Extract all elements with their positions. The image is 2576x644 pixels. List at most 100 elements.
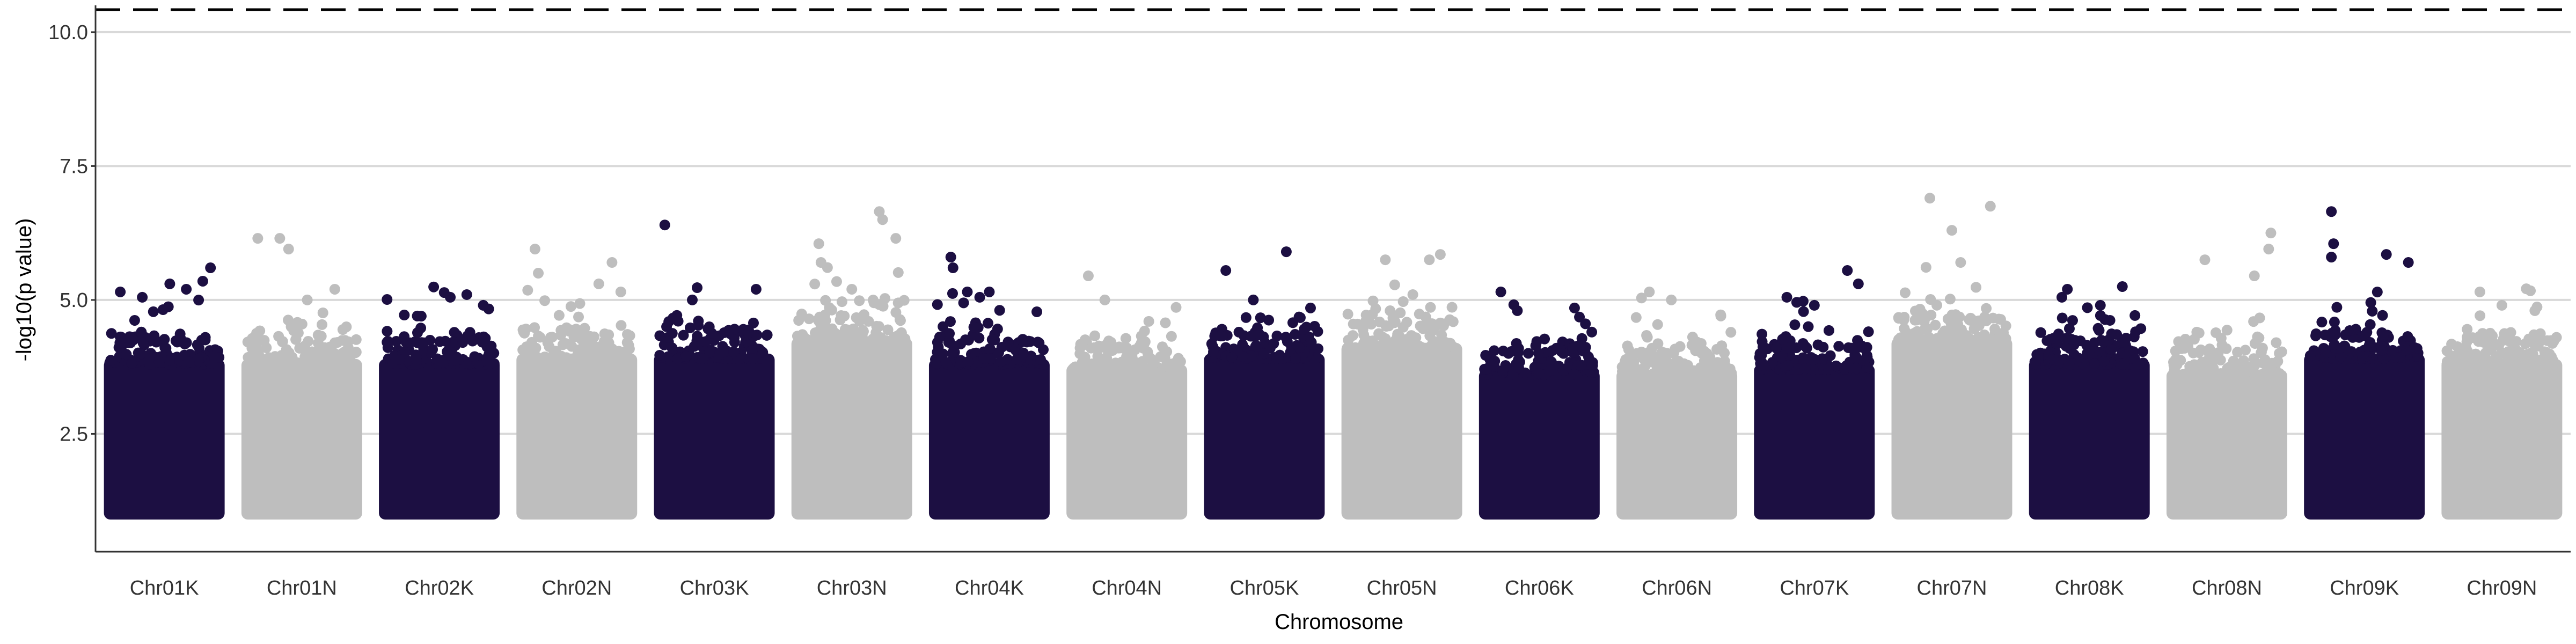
point <box>892 267 904 278</box>
point <box>1631 369 1642 380</box>
point <box>833 330 844 341</box>
point <box>449 327 460 338</box>
gridlines <box>96 31 2571 435</box>
point <box>1690 345 1701 356</box>
point <box>1511 338 1522 349</box>
peak-point <box>890 233 902 244</box>
point <box>835 314 846 325</box>
point <box>693 316 704 327</box>
point <box>689 341 700 352</box>
point <box>114 337 126 348</box>
point <box>599 328 610 339</box>
point <box>1990 334 2001 346</box>
point <box>692 331 703 342</box>
point <box>469 351 480 362</box>
point <box>1850 363 1862 374</box>
peak-point <box>2496 299 2507 311</box>
point <box>1160 317 1171 328</box>
point <box>2180 334 2191 345</box>
x-tick-label-Chr01K: Chr01K <box>130 577 199 599</box>
x-tick-label-Chr08N: Chr08N <box>2192 577 2262 599</box>
point <box>1432 319 1443 331</box>
point <box>568 332 580 343</box>
point <box>1444 314 1455 325</box>
point <box>2168 360 2179 371</box>
point <box>1716 340 1728 352</box>
peak-point <box>874 206 885 217</box>
point <box>1909 327 1920 339</box>
chromosome-points-Chr02N <box>516 244 638 520</box>
peak-point <box>1495 286 1506 297</box>
point <box>1159 353 1170 364</box>
point <box>2066 334 2077 345</box>
point <box>192 339 203 350</box>
point <box>1481 363 1492 375</box>
point <box>895 315 906 326</box>
point <box>1636 292 1647 304</box>
point <box>159 334 170 345</box>
point <box>1691 336 1702 348</box>
peak-point <box>115 286 126 297</box>
point <box>1389 279 1400 290</box>
point <box>1290 329 1301 340</box>
point <box>574 298 586 309</box>
point <box>2537 358 2549 369</box>
point <box>892 297 904 309</box>
point <box>193 353 204 364</box>
point <box>858 334 869 345</box>
point <box>1075 339 1086 350</box>
peak-point <box>412 310 423 321</box>
point <box>1533 368 1545 379</box>
point <box>1777 334 1788 345</box>
dense-points <box>104 358 225 520</box>
point <box>342 336 354 347</box>
point <box>2215 368 2227 379</box>
point <box>1893 313 1904 324</box>
point <box>2204 343 2215 355</box>
peak-point <box>1380 254 1391 266</box>
peak-point <box>2403 257 2414 268</box>
point <box>136 348 147 360</box>
chromosome-points-Chr05N <box>1341 249 1462 520</box>
point <box>449 355 460 366</box>
point <box>1657 367 1668 378</box>
point <box>2358 330 2369 341</box>
point <box>1895 332 1906 343</box>
point <box>1290 353 1301 364</box>
peak-point <box>606 257 618 268</box>
point <box>1974 334 1986 346</box>
point <box>1670 344 1681 355</box>
point <box>1208 346 1219 357</box>
x-tick-label-Chr02K: Chr02K <box>405 577 474 599</box>
point <box>181 337 192 348</box>
chromosome-points-Chr08K <box>2029 281 2150 520</box>
point <box>1175 356 1186 367</box>
point <box>1255 312 1266 324</box>
point <box>692 282 703 294</box>
point <box>2053 328 2064 340</box>
point <box>1701 348 1713 359</box>
point <box>1981 315 1992 326</box>
point <box>2521 283 2532 295</box>
point <box>1350 342 1361 353</box>
peak-point <box>1924 193 1936 204</box>
point <box>1162 361 1173 372</box>
point <box>1809 354 1820 365</box>
point <box>539 352 551 363</box>
peak-point <box>2381 249 2392 260</box>
point <box>1846 342 1857 354</box>
x-tick-label-Chr09K: Chr09K <box>2330 577 2399 599</box>
point <box>1921 311 1932 323</box>
peak-point <box>2328 238 2339 250</box>
point <box>940 357 952 368</box>
point <box>1899 323 1910 334</box>
point <box>1294 342 1305 354</box>
point <box>1922 336 1934 347</box>
point <box>174 328 186 340</box>
peak-point <box>329 283 340 295</box>
point <box>1956 324 1967 335</box>
point <box>2184 361 2196 372</box>
peak-point <box>1280 246 1292 258</box>
x-tick-label-Chr04N: Chr04N <box>1092 577 1162 599</box>
point <box>2535 328 2546 339</box>
